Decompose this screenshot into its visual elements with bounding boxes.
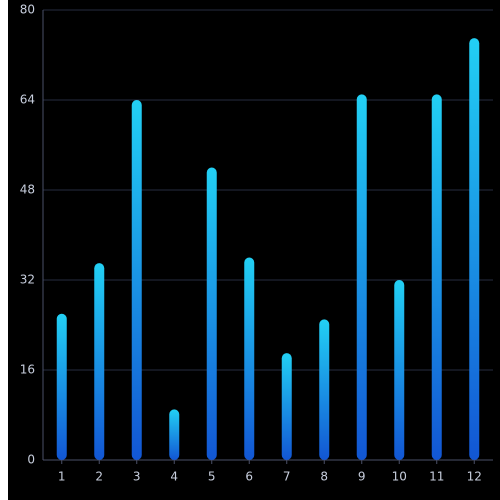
- x-tick-label: 1: [58, 470, 66, 484]
- x-tick-label: 12: [467, 470, 482, 484]
- bar: [169, 409, 180, 460]
- bar: [244, 257, 255, 460]
- bar: [394, 280, 405, 460]
- bar: [94, 263, 105, 460]
- y-tick-label: 80: [20, 3, 35, 17]
- bar: [469, 38, 480, 460]
- y-tick-label: 16: [20, 363, 35, 377]
- bar: [281, 353, 292, 460]
- x-tick-label: 8: [320, 470, 328, 484]
- bar: [131, 100, 142, 460]
- x-tick-label: 3: [133, 470, 141, 484]
- x-tick-label: 11: [429, 470, 444, 484]
- bar: [431, 94, 442, 460]
- bar: [56, 313, 67, 460]
- x-tick-label: 10: [392, 470, 407, 484]
- bar: [319, 319, 330, 460]
- y-tick-label: 48: [20, 183, 35, 197]
- x-tick-label: 2: [95, 470, 103, 484]
- x-tick-label: 5: [208, 470, 216, 484]
- x-tick-label: 9: [358, 470, 366, 484]
- y-tick-label: 32: [20, 273, 35, 287]
- bar: [206, 167, 217, 460]
- y-tick-label: 0: [27, 453, 35, 467]
- y-tick-label: 64: [20, 93, 35, 107]
- bar: [356, 94, 367, 460]
- x-tick-label: 6: [245, 470, 253, 484]
- x-tick-label: 7: [283, 470, 291, 484]
- x-tick-label: 4: [170, 470, 178, 484]
